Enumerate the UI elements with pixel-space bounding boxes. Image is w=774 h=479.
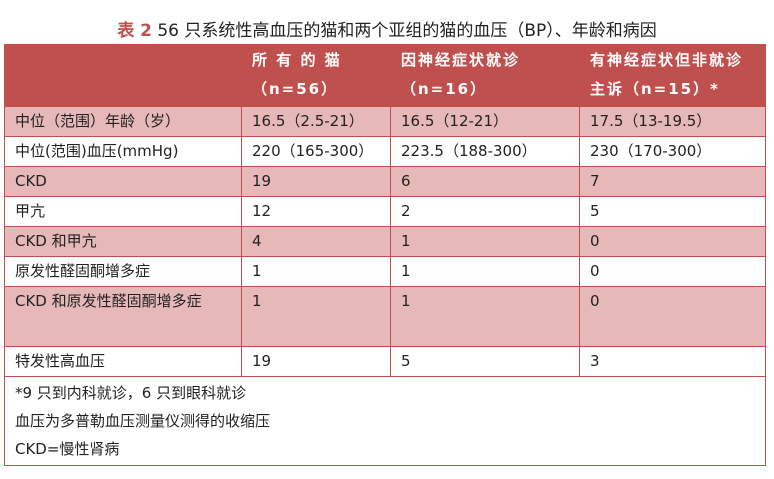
header-row: 所 有 的 猫（n=56） 因神经症状就诊（n=16） 有神经症状但非就诊主诉（… xyxy=(4,44,766,107)
caption-text: 56 只系统性高血压的猫和两个亚组的猫的血压（BP）、年龄和病因 xyxy=(157,21,657,41)
table-cell: 3 xyxy=(579,346,766,377)
table-cell: CKD 和甲亢 xyxy=(4,226,242,257)
table-cell: 1 xyxy=(241,286,391,347)
table-cell: 4 xyxy=(241,226,391,257)
table-cell: 特发性高血压 xyxy=(4,346,242,377)
table-cell: 0 xyxy=(579,286,766,347)
footnotes: *9 只到内科就诊，6 只到眼科就诊血压为多普勒血压测量仪测得的收缩压 CKD=慢… xyxy=(4,376,766,466)
table-cell: 1 xyxy=(390,226,580,257)
table-cell: 1 xyxy=(390,256,580,287)
table-row: 中位(范围)血压(mmHg) 220（165-300） 223.5（188-300）… xyxy=(4,136,766,167)
table-cell: 17.5（13-19.5） xyxy=(579,106,766,137)
table-cell: 220（165-300） xyxy=(241,136,391,167)
table-row: 甲亢 12 2 5 xyxy=(4,196,766,227)
table-cell: 1 xyxy=(241,256,391,287)
footnote-row: *9 只到内科就诊，6 只到眼科就诊血压为多普勒血压测量仪测得的收缩压 CKD=慢… xyxy=(4,376,766,466)
caption-label: 表 2 xyxy=(117,21,152,41)
table-row: 特发性高血压 19 5 3 xyxy=(4,346,766,377)
table-cell: CKD xyxy=(4,166,242,197)
table-cell: 16.5（2.5-21） xyxy=(241,106,391,137)
table-cell: 2 xyxy=(390,196,580,227)
table-caption: 表 2 56 只系统性高血压的猫和两个亚组的猫的血压（BP）、年龄和病因 xyxy=(0,16,774,41)
footnote: 血压为多普勒血压测量仪测得的收缩压 xyxy=(15,412,271,430)
table-row: CKD 和原发性醛固酮增多症 1 1 0 xyxy=(4,286,766,347)
table-cell: 甲亢 xyxy=(4,196,242,227)
footnote: CKD=慢性肾病 xyxy=(15,440,120,458)
header-cell xyxy=(4,44,242,107)
header-cell: 有神经症状但非就诊主诉（n=15）* xyxy=(579,44,766,107)
table-row: CKD 19 6 7 xyxy=(4,166,766,197)
table-cell: 6 xyxy=(390,166,580,197)
table-cell: 7 xyxy=(579,166,766,197)
table-cell: 5 xyxy=(579,196,766,227)
table-cell: 0 xyxy=(579,256,766,287)
header-cell: 所 有 的 猫（n=56） xyxy=(241,44,391,107)
table-cell: 223.5（188-300） xyxy=(390,136,580,167)
data-table: 所 有 的 猫（n=56） 因神经症状就诊（n=16） 有神经症状但非就诊主诉（… xyxy=(4,44,766,466)
table-cell: 中位（范围）年龄（岁） xyxy=(4,106,242,137)
table-cell: 0 xyxy=(579,226,766,257)
table-cell: 1 xyxy=(390,286,580,347)
footnote: *9 只到内科就诊，6 只到眼科就诊 xyxy=(15,384,247,402)
table-cell: 19 xyxy=(241,166,391,197)
table-cell: 中位(范围)血压(mmHg) xyxy=(4,136,242,167)
table-cell: 12 xyxy=(241,196,391,227)
table-cell: 19 xyxy=(241,346,391,377)
table-row: 原发性醛固酮增多症 1 1 0 xyxy=(4,256,766,287)
table-cell: 5 xyxy=(390,346,580,377)
table-cell: 原发性醛固酮增多症 xyxy=(4,256,242,287)
table-row: 中位（范围）年龄（岁） 16.5（2.5-21） 16.5（12-21） 17.5（1… xyxy=(4,106,766,137)
table-row: CKD 和甲亢 4 1 0 xyxy=(4,226,766,257)
table-cell: 230（170-300） xyxy=(579,136,766,167)
table-cell: CKD 和原发性醛固酮增多症 xyxy=(4,286,242,347)
header-cell: 因神经症状就诊（n=16） xyxy=(390,44,580,107)
table-cell: 16.5（12-21） xyxy=(390,106,580,137)
